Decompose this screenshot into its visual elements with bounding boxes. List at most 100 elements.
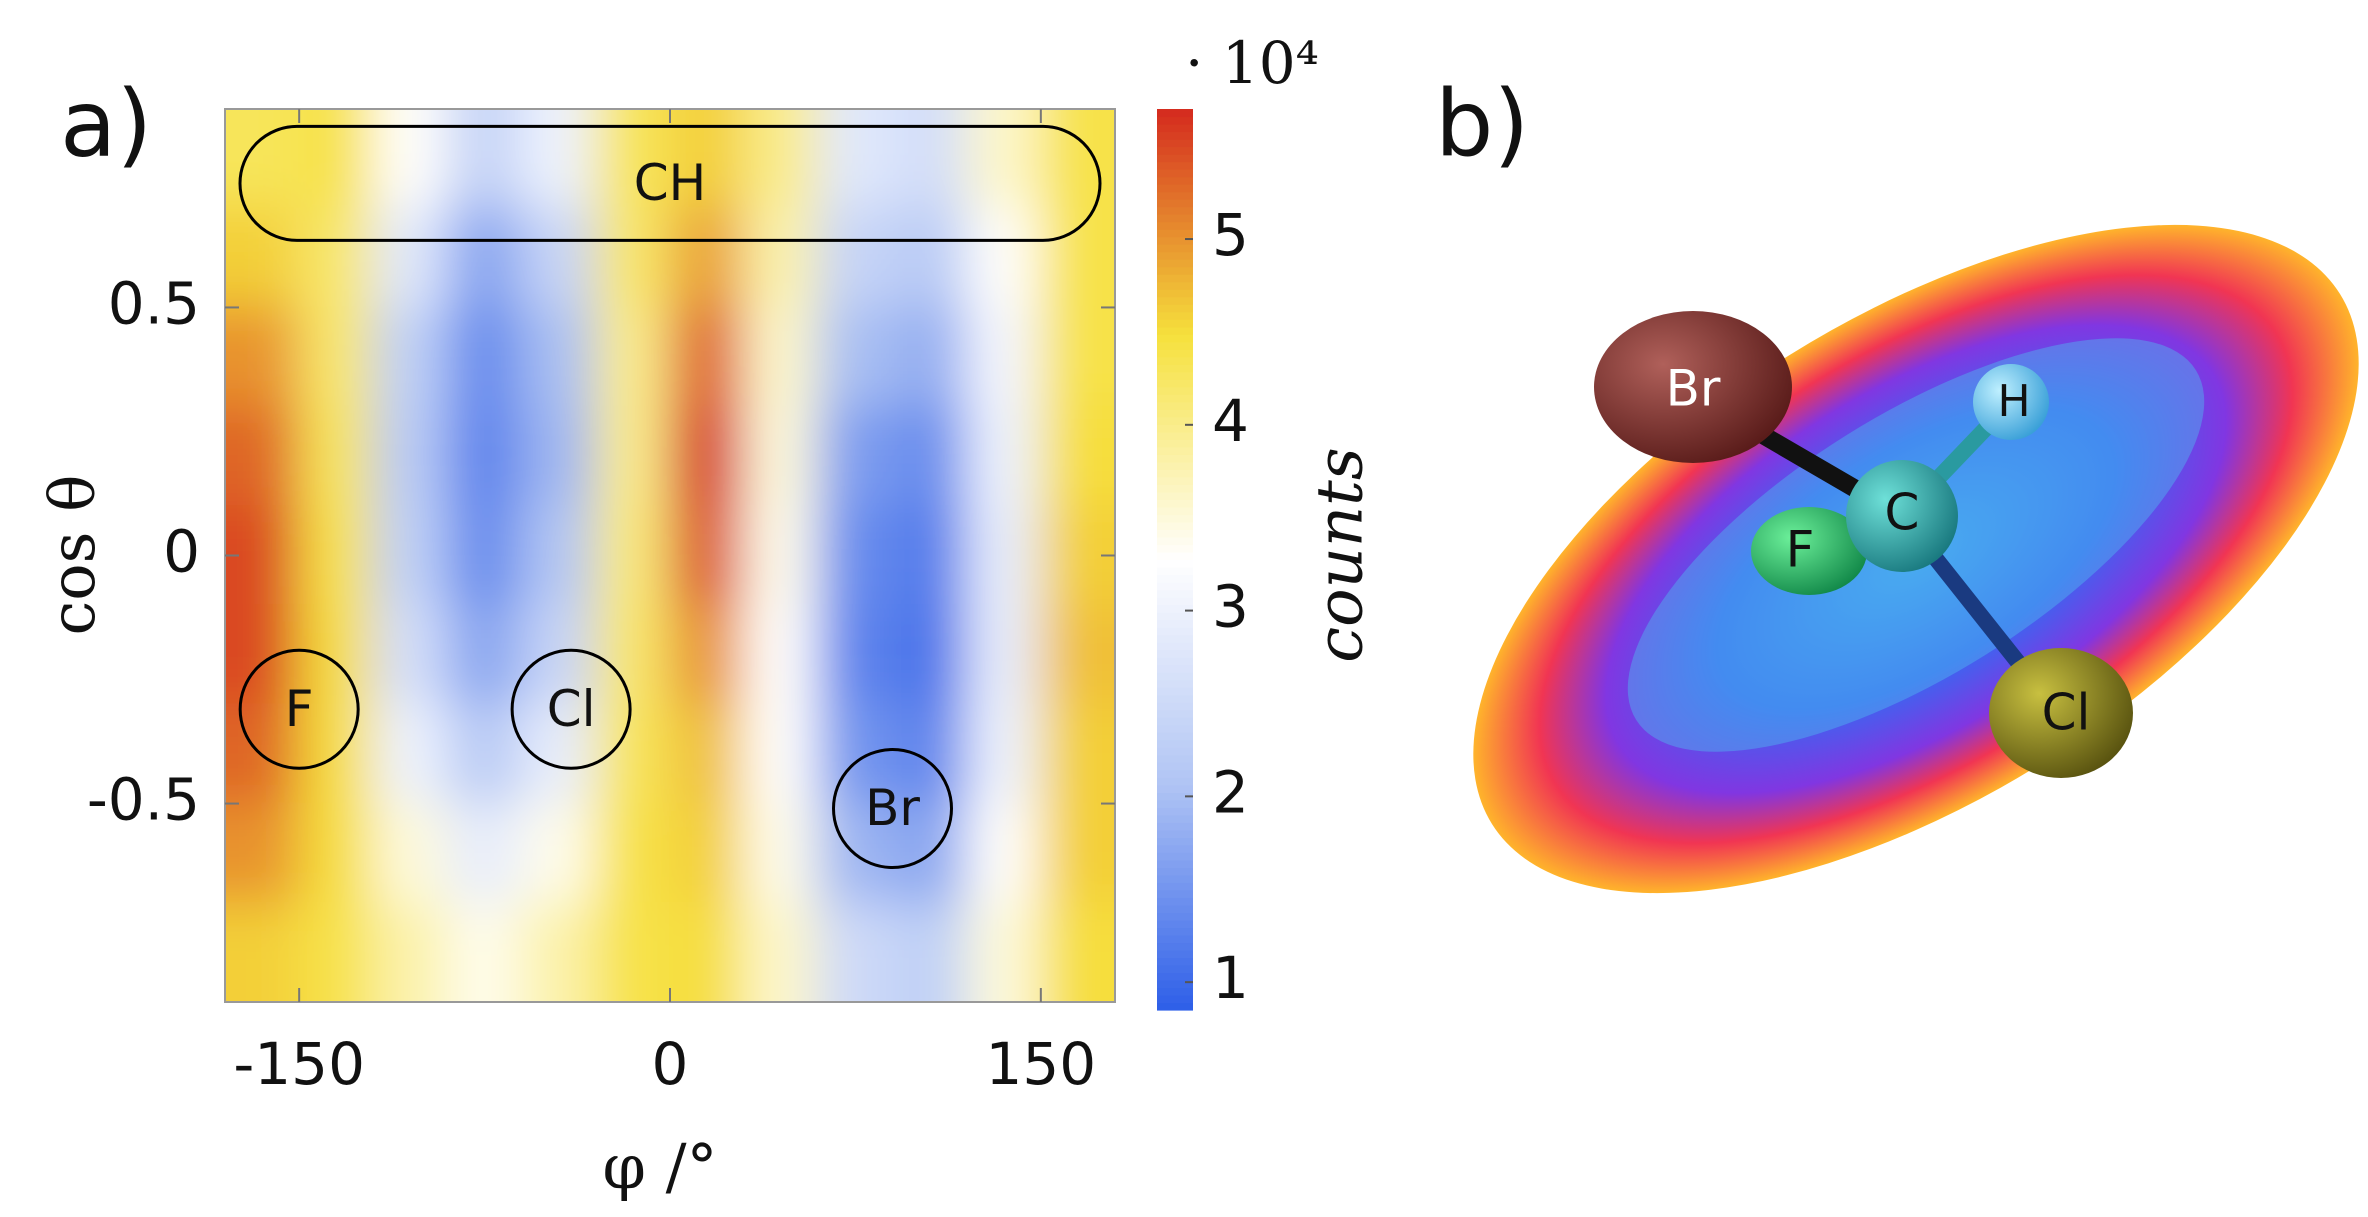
colorbar-tick-label: 2 [1212, 758, 1249, 826]
heatmap-cell [372, 604, 449, 706]
heatmap-cell [594, 405, 671, 507]
colorbar-step [1157, 942, 1193, 951]
colorbar-step [1157, 957, 1193, 966]
colorbar-step [1157, 319, 1193, 328]
heatmap-cell [965, 306, 1042, 408]
colorbar-step [1157, 604, 1193, 613]
heatmap-cell [594, 901, 671, 1002]
atom-label: F [1786, 521, 1815, 579]
colorbar-step [1157, 612, 1193, 621]
colorbar-tick-label: 1 [1212, 944, 1249, 1012]
colorbar-step [1157, 364, 1193, 373]
heatmap-cell [520, 109, 597, 210]
heatmap-cell [446, 306, 523, 408]
heatmap-cell [225, 207, 301, 309]
colorbar-step [1157, 476, 1193, 486]
heatmap-cell [817, 504, 894, 607]
heatmap-cell [891, 207, 968, 309]
atom-label: Br [1666, 360, 1721, 418]
heatmap-cell [965, 504, 1042, 607]
colorbar-step [1157, 349, 1193, 358]
heatmap-cell [669, 405, 746, 507]
heatmap-cell [669, 703, 746, 805]
colorbar-step [1157, 979, 1193, 989]
heatmap-cell [965, 405, 1042, 507]
colorbar-step [1157, 536, 1193, 546]
colorbar-step [1157, 199, 1193, 208]
y-axis-label: cos θ [36, 475, 109, 636]
heatmap-cell [891, 504, 968, 607]
colorbar-step [1157, 439, 1193, 448]
colorbar-tick-label: 5 [1212, 201, 1249, 269]
colorbar-step [1157, 844, 1193, 853]
heatmap-cell [372, 207, 449, 309]
colorbar-step [1157, 506, 1193, 516]
colorbar-step [1157, 649, 1193, 658]
heatmap-cell [225, 405, 301, 507]
colorbar-step [1157, 379, 1193, 388]
colorbar-step [1157, 416, 1193, 425]
heatmap-cell [817, 604, 894, 706]
colorbar-step [1157, 912, 1193, 921]
annotation-box [238, 124, 1102, 242]
heatmap-cell [446, 109, 523, 210]
colorbar-step [1157, 754, 1193, 763]
y-tick-label: -0.5 [87, 766, 200, 834]
annotations: F Cl Br CH [238, 124, 1102, 870]
colorbar-step [1157, 206, 1193, 215]
heatmap-cell [965, 802, 1042, 904]
colorbar-step [1157, 296, 1193, 305]
heatmap-cell [743, 405, 820, 507]
heatmap-cell [446, 901, 523, 1002]
colorbar-step [1157, 672, 1193, 681]
annotation-label: Br [865, 779, 920, 837]
colorbar-step [1157, 777, 1193, 786]
heatmap-cell [446, 703, 523, 805]
colorbar-step [1157, 131, 1193, 140]
colorbar-step [1157, 964, 1193, 974]
colorbar-step [1157, 371, 1193, 380]
colorbar-step [1157, 717, 1193, 726]
colorbar-step [1157, 499, 1193, 508]
heatmap-cell [225, 802, 301, 904]
colorbar-step [1157, 184, 1193, 193]
colorbar-step [1157, 229, 1193, 238]
heatmap-cell [520, 504, 597, 607]
colorbar-step [1157, 401, 1193, 410]
colorbar-step [1157, 739, 1193, 748]
heatmap-cell [1039, 901, 1115, 1002]
colorbar-step [1157, 311, 1193, 320]
heatmap-cell [743, 901, 820, 1002]
heatmap-cell [743, 306, 820, 408]
annotation-label: Cl [547, 680, 596, 738]
colorbar-step [1157, 124, 1193, 133]
heatmap-cell [669, 901, 746, 1002]
colorbar-step [1157, 784, 1193, 793]
heatmap-cell [298, 207, 375, 309]
heatmap-cell [891, 901, 968, 1002]
heatmap-cell [594, 207, 671, 309]
colorbar-label: counts [1304, 447, 1378, 662]
colorbar-step [1157, 792, 1193, 801]
x-tick-label: 150 [985, 1030, 1096, 1098]
colorbar-step [1157, 461, 1193, 470]
heatmap-cell [520, 604, 597, 706]
atom [1751, 507, 1867, 595]
heatmap-cell [372, 901, 449, 1002]
atom-label: Cl [2042, 684, 2091, 742]
heatmap-cell [372, 405, 449, 507]
colorbar-step [1157, 927, 1193, 936]
colorbar-step [1157, 514, 1193, 523]
colorbar-step [1157, 251, 1193, 260]
colorbar-step [1157, 642, 1193, 651]
heatmap-cell [225, 306, 301, 408]
annotation-circle [510, 648, 632, 770]
heatmap-cell [669, 604, 746, 706]
colorbar-step [1157, 619, 1193, 628]
colorbar-step [1157, 574, 1193, 583]
colorbar-step [1157, 146, 1193, 155]
x-tick-label: 0 [652, 1030, 689, 1098]
colorbar-step [1157, 469, 1193, 478]
colorbar-step [1157, 807, 1193, 816]
